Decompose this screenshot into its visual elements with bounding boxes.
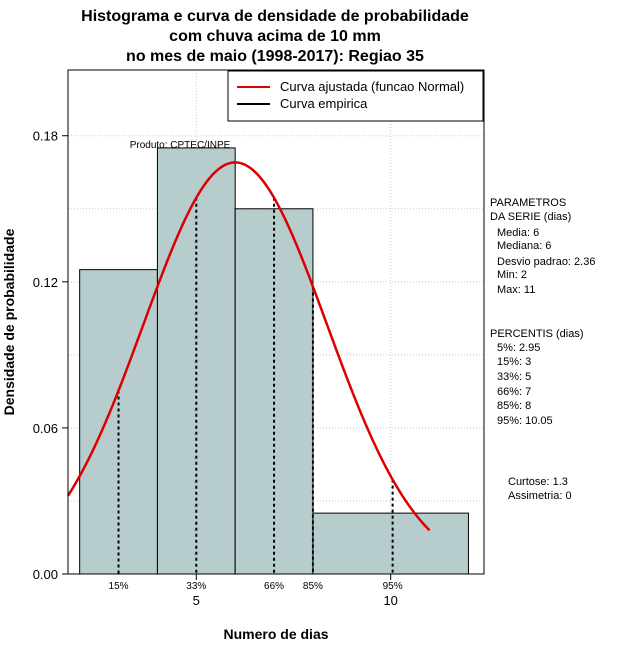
histogram-bar-3	[312, 512, 469, 575]
stat-curtose: Curtose: 1.3	[508, 476, 568, 488]
percentis-title: PERCENTIS (dias)	[490, 328, 584, 340]
param-desvio: Desvio padrao: 2.36	[497, 256, 595, 268]
percentil-85: 85%: 8	[497, 400, 531, 412]
y-tick-label-1: 0.06	[33, 421, 58, 436]
product-annotation: Produto: CPTEC/INPE	[130, 140, 231, 151]
percentiles-panel: PERCENTIS (dias) 5%: 2.95 15%: 3 33%: 5 …	[490, 328, 584, 427]
chart-title-line-3: no mes de maio (1998-2017): Regiao 35	[126, 48, 424, 65]
parametros-title-1: PARAMETROS	[490, 197, 566, 209]
legend: Curva ajustada (funcao Normal) Curva emp…	[227, 70, 484, 122]
percentil-95: 95%: 10.05	[497, 415, 553, 427]
chart-title-line-2: com chuva acima de 10 mm	[169, 28, 381, 45]
chart-title-line-1: Histograma e curva de densidade de proba…	[81, 8, 469, 25]
percentil-5: 5%: 2.95	[497, 342, 540, 354]
param-max: Max: 11	[497, 284, 535, 296]
x-tick-label-0: 5	[193, 593, 200, 608]
percentile-label-4: 95%	[383, 581, 403, 592]
percentile-label-1: 33%	[186, 581, 206, 592]
percentil-15: 15%: 3	[497, 356, 531, 368]
legend-label-normal: Curva ajustada (funcao Normal)	[280, 79, 464, 94]
percentil-33: 33%: 5	[497, 371, 531, 383]
stat-assimetria: Assimetria: 0	[508, 490, 572, 502]
percentile-label-0: 15%	[109, 581, 129, 592]
legend-label-empirical: Curva empirica	[280, 96, 368, 111]
x-axis-label: Numero de dias	[223, 626, 328, 642]
percentile-label-2: 66%	[264, 581, 284, 592]
y-tick-label-2: 0.12	[33, 275, 58, 290]
series-parameters-panel: PARAMETROS DA SERIE (dias) Media: 6 Medi…	[490, 197, 595, 296]
x-axis: 5 10	[193, 574, 398, 608]
y-tick-label-0: 0.00	[33, 567, 58, 582]
parametros-title-2: DA SERIE (dias)	[490, 211, 571, 223]
y-axis-label: Densidade de probabilidade	[1, 228, 17, 415]
y-axis: 0.00 0.06 0.12 0.18	[33, 129, 68, 582]
shape-stats-panel: Curtose: 1.3 Assimetria: 0	[508, 476, 572, 502]
normal-curve-layer	[66, 161, 431, 532]
normal-curve	[66, 161, 431, 532]
x-tick-label-1: 10	[383, 593, 397, 608]
percentile-lines: 15% 33% 66% 85% 95%	[109, 197, 403, 592]
param-mediana: Mediana: 6	[497, 240, 551, 252]
legend-box	[227, 70, 484, 122]
y-tick-label-3: 0.18	[33, 129, 58, 144]
plot-frame	[67, 69, 485, 575]
param-min: Min: 2	[497, 269, 527, 281]
percentil-66: 66%: 7	[497, 386, 531, 398]
param-media: Media: 6	[497, 227, 539, 239]
percentile-label-3: 85%	[303, 581, 323, 592]
